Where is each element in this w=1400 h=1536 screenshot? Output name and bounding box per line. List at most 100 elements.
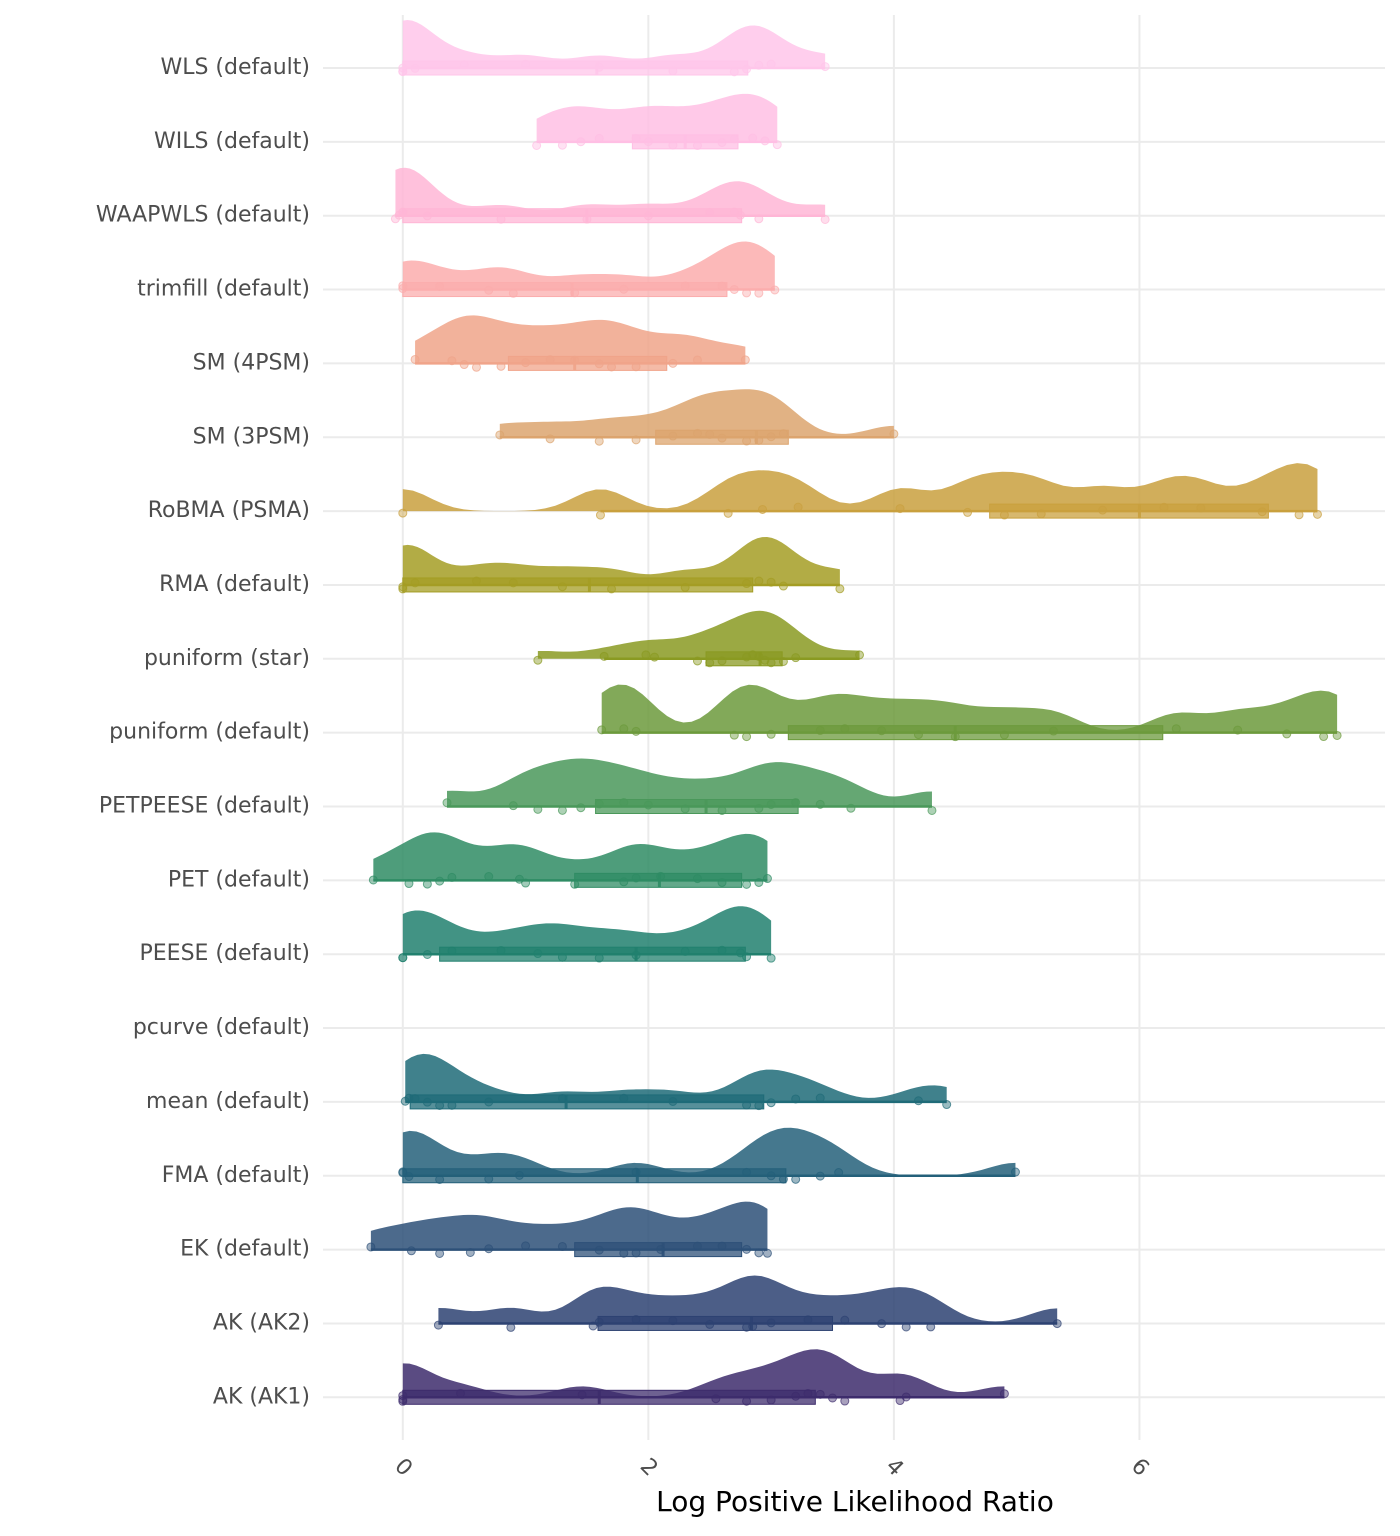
point: [521, 878, 531, 888]
point: [521, 1241, 531, 1251]
point: [631, 1248, 641, 1258]
point: [680, 582, 690, 592]
point: [521, 59, 531, 69]
point: [754, 214, 764, 224]
point: [717, 805, 727, 815]
category-label: AK (AK2): [213, 1310, 310, 1335]
point: [631, 133, 641, 143]
density: [373, 832, 768, 881]
point: [619, 1093, 629, 1103]
point: [594, 133, 604, 143]
point: [855, 650, 865, 660]
point: [668, 1316, 678, 1326]
density: [402, 463, 1318, 512]
point: [447, 946, 457, 956]
point: [521, 358, 531, 368]
point: [740, 355, 750, 365]
point: [619, 724, 629, 734]
point: [999, 1389, 1009, 1399]
point: [631, 362, 641, 372]
point: [791, 1174, 801, 1184]
category-label: SM (4PSM): [193, 350, 310, 375]
point: [742, 579, 752, 589]
point: [1049, 726, 1059, 736]
point: [641, 650, 651, 660]
density: [395, 167, 826, 216]
point: [668, 431, 678, 441]
point: [791, 1094, 801, 1104]
point: [668, 66, 678, 76]
point: [422, 949, 432, 959]
point: [607, 362, 617, 372]
box: [507, 355, 668, 371]
point: [820, 62, 830, 72]
point: [496, 946, 506, 956]
point: [803, 1388, 813, 1398]
point: [766, 953, 776, 963]
point: [435, 1174, 445, 1184]
point: [557, 140, 567, 150]
point: [680, 946, 690, 956]
point: [545, 434, 555, 444]
point: [1233, 725, 1243, 735]
point: [692, 874, 702, 884]
point: [435, 1100, 445, 1110]
point: [582, 214, 592, 224]
point: [656, 871, 666, 881]
point: [668, 358, 678, 368]
point: [748, 1322, 758, 1332]
point: [508, 801, 518, 811]
point: [533, 949, 543, 959]
point: [717, 1241, 727, 1251]
point: [484, 1097, 494, 1107]
point: [742, 1100, 752, 1110]
point: [1282, 729, 1292, 739]
point: [742, 1167, 752, 1177]
box: [787, 725, 1164, 741]
point: [766, 729, 776, 739]
point: [406, 1246, 416, 1256]
point: [495, 430, 505, 440]
point: [762, 1248, 772, 1258]
point: [913, 730, 923, 740]
point: [1332, 730, 1342, 740]
category-label: SM (3PSM): [193, 424, 310, 449]
point: [447, 1100, 457, 1110]
point: [766, 432, 776, 442]
point: [723, 508, 733, 518]
density: [402, 906, 772, 955]
x-axis-label: Log Positive Likelihood Ratio: [656, 1485, 1054, 1518]
point: [459, 360, 469, 370]
density: [402, 1127, 1016, 1176]
point: [766, 59, 776, 69]
point: [754, 877, 764, 887]
point: [1196, 503, 1206, 513]
box: [402, 1168, 787, 1184]
point: [717, 281, 727, 291]
point: [770, 285, 780, 295]
point: [442, 798, 452, 808]
category-label: WILS (default): [154, 129, 310, 154]
point: [901, 1392, 911, 1402]
point: [368, 875, 378, 885]
x-tick-label: 0: [389, 1454, 417, 1482]
category-label: pcurve (default): [133, 1015, 310, 1040]
point: [742, 288, 752, 298]
point: [459, 60, 469, 70]
box: [402, 208, 743, 224]
category-label: trimfill (default): [137, 277, 310, 302]
point: [772, 140, 782, 150]
point: [834, 1168, 844, 1178]
point: [456, 1388, 466, 1398]
point: [778, 581, 788, 591]
point: [514, 1170, 524, 1180]
point: [766, 658, 776, 668]
point: [576, 803, 586, 813]
point: [711, 1394, 721, 1404]
point: [766, 799, 776, 809]
point: [791, 798, 801, 808]
point: [754, 435, 764, 445]
box: [402, 60, 749, 76]
point: [496, 214, 506, 224]
